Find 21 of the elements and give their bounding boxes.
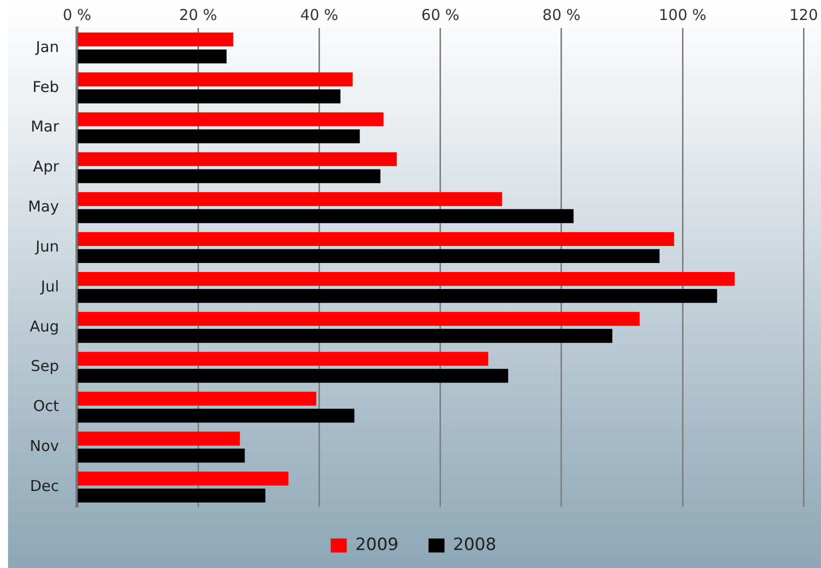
x-tick-label: 80 % [542,6,581,24]
y-tick-label: May [28,198,60,216]
y-tick-label: Apr [33,158,60,176]
y-tick-label: Nov [30,437,60,456]
x-tick-label: 100 % [658,6,706,24]
legend-label: 2008 [453,534,496,555]
y-tick-label: Jan [34,38,60,56]
y-tick-label: Jun [34,237,60,256]
x-tick-label: 120 [789,6,818,24]
y-tick-label: Feb [32,78,60,96]
y-tick-label: Mar [30,118,60,136]
y-tick-label: Jul [40,277,60,296]
y-tick-label: Dec [30,476,60,495]
x-tick-label: 20 % [179,6,218,24]
legend-label: 2009 [355,534,398,555]
x-tick-label: 0 % [62,6,92,24]
x-tick-label: 40 % [300,6,338,24]
x-tick-label: 60 % [421,6,460,24]
y-tick-label: Oct [33,397,60,416]
y-tick-label: Sep [30,357,60,376]
y-tick-label: Aug [30,317,60,336]
